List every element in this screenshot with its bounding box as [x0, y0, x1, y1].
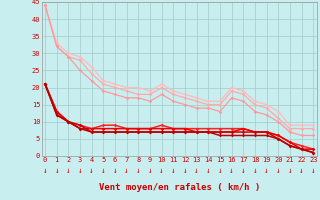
- Text: ↓: ↓: [89, 166, 94, 175]
- Text: ↓: ↓: [276, 166, 281, 175]
- Text: ↓: ↓: [136, 166, 141, 175]
- Text: ↓: ↓: [124, 166, 129, 175]
- Text: ↓: ↓: [206, 166, 211, 175]
- Text: ↓: ↓: [299, 166, 304, 175]
- Text: ↓: ↓: [288, 166, 292, 175]
- Text: ↓: ↓: [264, 166, 269, 175]
- Text: ↓: ↓: [218, 166, 222, 175]
- Text: ↓: ↓: [66, 166, 71, 175]
- Text: ↓: ↓: [253, 166, 257, 175]
- Text: ↓: ↓: [241, 166, 246, 175]
- Text: ↓: ↓: [171, 166, 176, 175]
- Text: ↓: ↓: [311, 166, 316, 175]
- X-axis label: Vent moyen/en rafales ( km/h ): Vent moyen/en rafales ( km/h ): [99, 183, 260, 192]
- Text: ↓: ↓: [113, 166, 117, 175]
- Text: ↓: ↓: [183, 166, 187, 175]
- Text: ↓: ↓: [78, 166, 82, 175]
- Text: ↓: ↓: [54, 166, 59, 175]
- Text: ↓: ↓: [194, 166, 199, 175]
- Text: ↓: ↓: [148, 166, 152, 175]
- Text: ↓: ↓: [43, 166, 47, 175]
- Text: ↓: ↓: [229, 166, 234, 175]
- Text: ↓: ↓: [101, 166, 106, 175]
- Text: ↓: ↓: [159, 166, 164, 175]
